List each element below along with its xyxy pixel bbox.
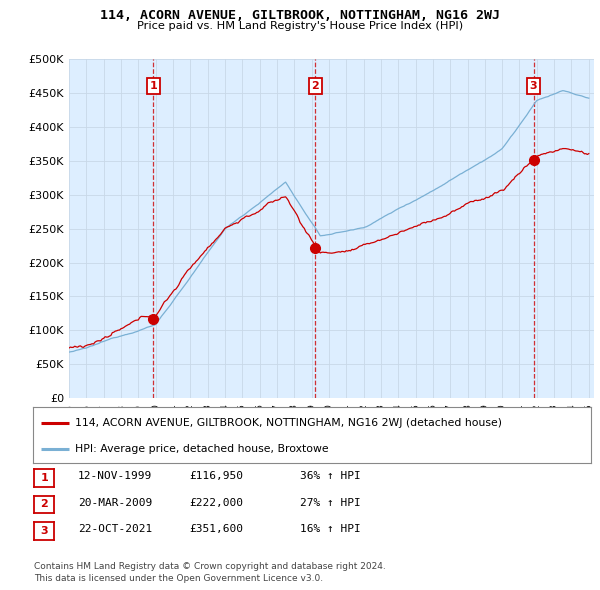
Text: £222,000: £222,000 (189, 498, 243, 507)
Text: 114, ACORN AVENUE, GILTBROOK, NOTTINGHAM, NG16 2WJ: 114, ACORN AVENUE, GILTBROOK, NOTTINGHAM… (100, 9, 500, 22)
Text: Price paid vs. HM Land Registry's House Price Index (HPI): Price paid vs. HM Land Registry's House … (137, 21, 463, 31)
Text: 1: 1 (40, 473, 48, 483)
Text: 1: 1 (149, 81, 157, 91)
Text: 114, ACORN AVENUE, GILTBROOK, NOTTINGHAM, NG16 2WJ (detached house): 114, ACORN AVENUE, GILTBROOK, NOTTINGHAM… (75, 418, 502, 428)
Text: £351,600: £351,600 (189, 525, 243, 534)
Text: 16% ↑ HPI: 16% ↑ HPI (300, 525, 361, 534)
Text: 3: 3 (40, 526, 48, 536)
Text: Contains HM Land Registry data © Crown copyright and database right 2024.
This d: Contains HM Land Registry data © Crown c… (34, 562, 386, 583)
Text: 27% ↑ HPI: 27% ↑ HPI (300, 498, 361, 507)
Text: 22-OCT-2021: 22-OCT-2021 (78, 525, 152, 534)
Text: 2: 2 (40, 500, 48, 509)
Text: 36% ↑ HPI: 36% ↑ HPI (300, 471, 361, 481)
Text: 2: 2 (311, 81, 319, 91)
Text: 3: 3 (530, 81, 538, 91)
Text: HPI: Average price, detached house, Broxtowe: HPI: Average price, detached house, Brox… (75, 444, 328, 454)
Text: £116,950: £116,950 (189, 471, 243, 481)
Text: 20-MAR-2009: 20-MAR-2009 (78, 498, 152, 507)
Text: 12-NOV-1999: 12-NOV-1999 (78, 471, 152, 481)
